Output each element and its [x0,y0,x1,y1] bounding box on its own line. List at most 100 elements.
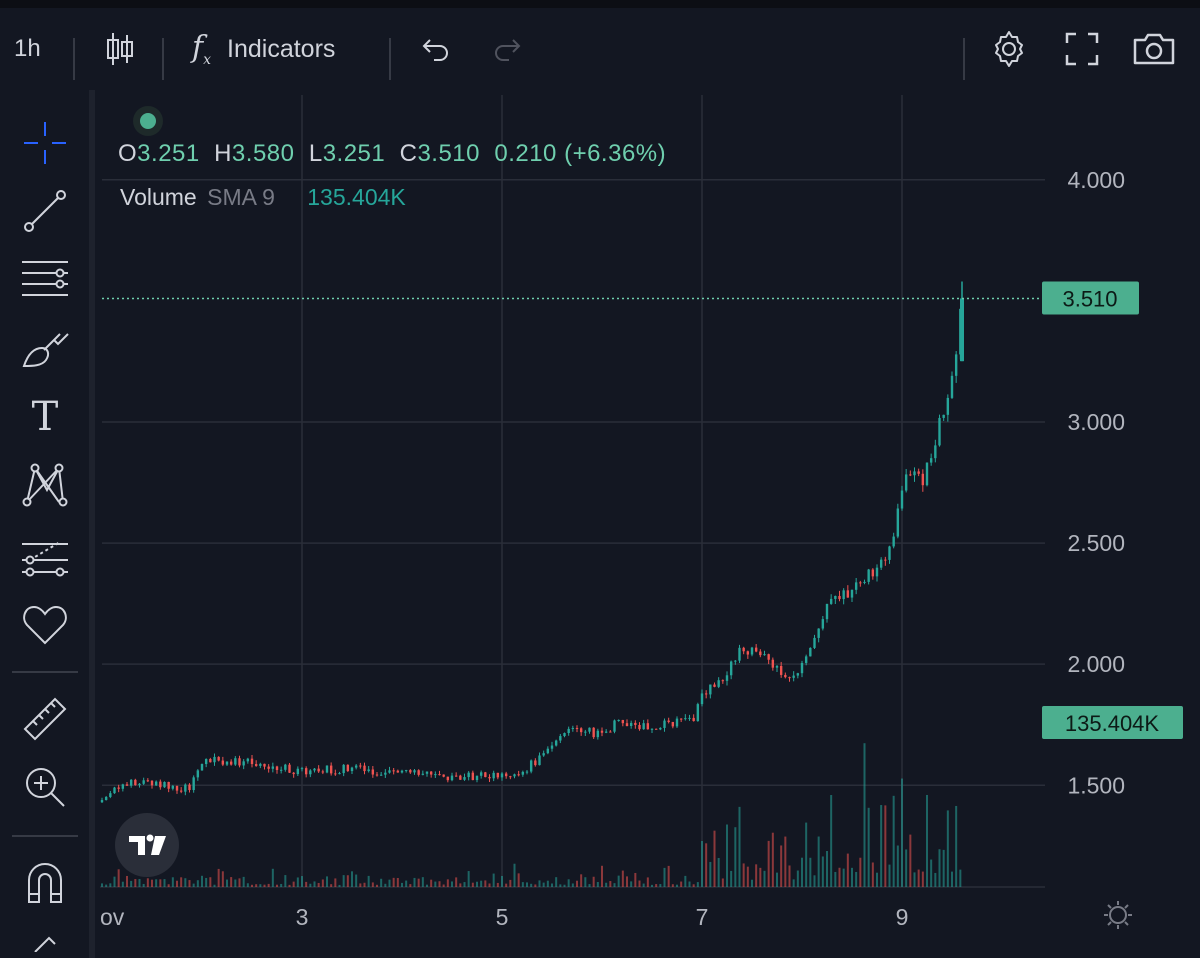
toolbar-divider [389,38,391,80]
candle [267,764,270,773]
volume-bar [251,884,253,887]
candle [904,469,908,493]
indicators-button[interactable]: fx Indicators [192,8,335,90]
candle [592,727,595,739]
volume-bar [630,881,633,887]
candle-body [250,758,254,765]
candle-body [534,760,537,766]
candle-body [429,771,433,775]
volume-bar [359,883,362,887]
candle [938,414,941,447]
candle-body [917,471,920,474]
candle [813,634,816,649]
volume-bar [380,878,383,887]
candle [742,646,745,655]
candle [446,776,450,783]
volume-bar [846,853,849,887]
candle-body [546,748,550,754]
candle [350,766,354,775]
candle-body [317,768,320,772]
horizontal-lines-tool[interactable] [18,252,72,306]
undo-button[interactable] [420,8,450,90]
candle [659,727,662,731]
candle [434,771,437,778]
magnet-tool[interactable] [18,856,72,910]
candle-body [888,546,891,560]
candle-body [342,764,345,774]
candle-body [950,375,954,398]
crosshair-tool[interactable] [18,116,72,170]
candle-body [904,474,908,491]
redo-button[interactable] [493,8,523,90]
candle [459,774,462,780]
low-label: L [308,140,323,167]
candle [134,778,137,786]
candle-body [960,298,964,362]
brush-tool[interactable] [18,322,72,376]
candle-body [542,753,545,756]
candle-body [384,772,387,775]
axis-settings-button[interactable] [1104,901,1132,929]
high-label: H [214,140,232,167]
candle [200,763,204,771]
candle [913,467,916,482]
ruler-tool[interactable] [18,692,72,746]
candle [379,771,383,776]
chart-pane[interactable]: 4.000 3.000 2.500 2.000 1.500 ov 3 5 7 9 3.510 1… [84,95,1200,950]
interval-button[interactable]: 1h [14,8,41,90]
volume-bar [313,881,316,887]
candle-body [484,772,487,778]
volume-bar [667,865,670,887]
volume-legend[interactable]: Volume SMA 9 135.404K [120,184,406,211]
settings-button[interactable] [989,8,1029,90]
volume-bar [242,876,245,887]
candle [846,585,850,598]
candle-body [267,766,270,769]
candle [192,775,195,793]
chart-type-button[interactable] [104,8,136,90]
price-axis[interactable]: 4.000 3.000 2.500 2.000 1.500 [1067,167,1125,799]
volume-bar [751,879,753,887]
price-chart[interactable]: 4.000 3.000 2.500 2.000 1.500 ov 3 5 7 9 3.510 1… [84,95,1200,950]
fullscreen-button[interactable] [1064,8,1100,90]
candle-body [796,673,800,676]
volume-bar [488,883,491,887]
screenshot-button[interactable] [1132,8,1176,90]
candle-body [100,800,104,803]
more-tools[interactable] [18,916,72,952]
time-axis[interactable]: ov 3 5 7 9 [100,904,908,930]
candle [317,765,320,773]
candle [817,628,820,643]
volume-bar [692,884,695,887]
volume-bar [255,884,258,887]
forecast-tool[interactable] [18,530,72,584]
candle-body [279,769,283,771]
market-status-indicator [133,106,163,136]
zoom-in-tool[interactable] [18,760,72,814]
candle-body [354,765,358,768]
candle-body [788,677,791,679]
candle-body [771,659,775,668]
x-tick-label: 3 [296,904,309,930]
volume-bar [551,883,553,887]
text-tool[interactable]: T [18,390,72,444]
volume-bar [680,881,683,887]
candle [221,756,225,767]
pattern-tool[interactable] [18,458,72,512]
volume-bar [559,884,562,887]
candle [504,771,508,779]
candle-body [525,771,529,773]
candle [150,780,154,789]
candle [613,719,616,734]
candle [646,719,650,730]
candle [629,720,633,729]
candle-body [838,595,841,600]
candle [304,766,308,778]
candle [567,726,570,736]
trendline-tool[interactable] [18,184,72,238]
favorites-tool[interactable] [18,598,72,652]
volume-bar [688,881,691,887]
volume-bar [367,875,370,887]
candle [796,672,800,679]
tradingview-logo[interactable] [115,813,179,877]
